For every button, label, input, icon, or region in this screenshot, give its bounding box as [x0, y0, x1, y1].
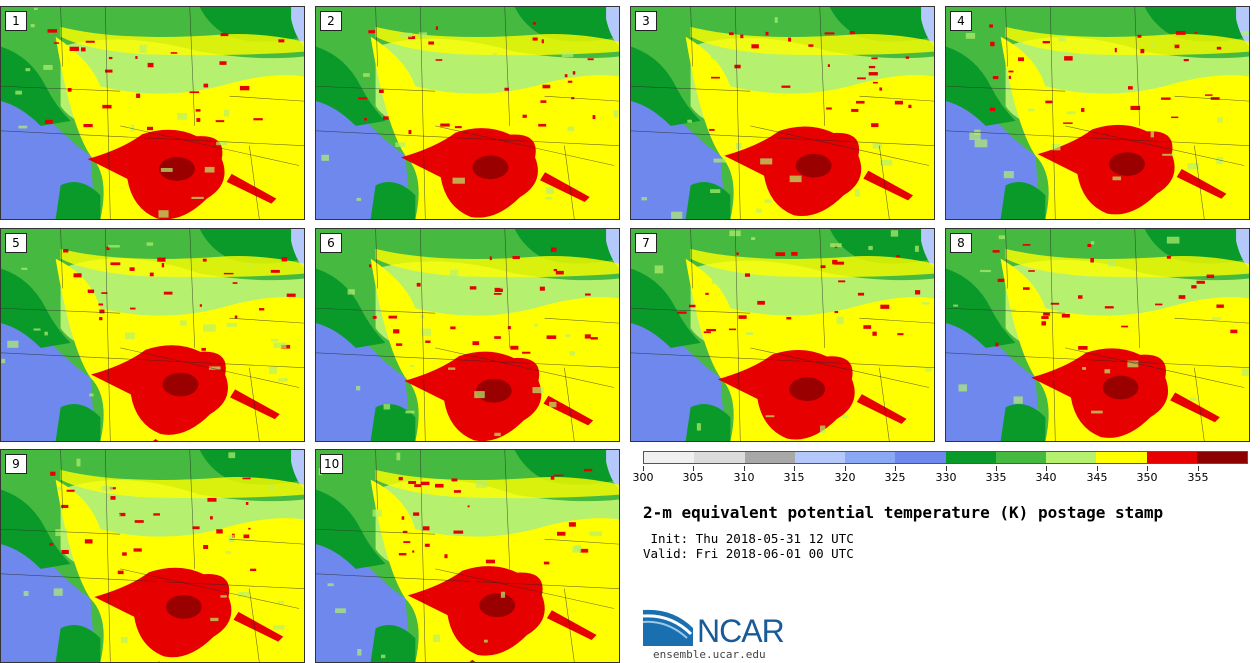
colorbar-tick-label: 330 — [935, 471, 957, 484]
colorbar-tick-label: 350 — [1136, 471, 1158, 484]
map-field — [1, 7, 304, 219]
colorbar-tick-label: 300 — [632, 471, 654, 484]
colorbar-tick — [895, 466, 896, 471]
colorbar-swatch — [945, 452, 996, 463]
colorbar-tick-label: 345 — [1086, 471, 1108, 484]
member-number-label: 8 — [950, 233, 972, 253]
colorbar-swatch — [794, 452, 845, 463]
colorbar-swatch — [1096, 452, 1147, 463]
colorbar-labels: 300 305 310 315 320 325 330 335 340 345 350 355 — [633, 471, 1248, 485]
colorbar-swatch — [644, 452, 695, 463]
colorbar-tick — [946, 466, 947, 471]
colorbar-ticks — [643, 466, 1248, 474]
site-url: ensemble.ucar.edu — [653, 648, 766, 661]
figure-title: 2-m equivalent potential temperature (K)… — [643, 503, 1164, 522]
colorbar-tick — [794, 466, 795, 471]
colorbar-swatch — [694, 452, 745, 463]
member-number-label: 1 — [5, 11, 27, 31]
member-panel-2: 2 — [315, 6, 620, 220]
member-panel-9: 9 — [0, 449, 305, 663]
member-number-label: 2 — [320, 11, 342, 31]
colorbar-swatch — [895, 452, 946, 463]
member-number-label: 6 — [320, 233, 342, 253]
member-panel-10: 10 — [315, 449, 620, 663]
map-field — [946, 229, 1249, 441]
colorbar-tick — [1198, 466, 1199, 471]
ncar-logo-icon — [643, 609, 693, 646]
map-field — [946, 7, 1249, 219]
map-field — [631, 229, 934, 441]
member-panel-7: 7 — [630, 228, 935, 442]
colorbar-tick-label: 325 — [884, 471, 906, 484]
colorbar-tick — [996, 466, 997, 471]
colorbar-tick — [1147, 466, 1148, 471]
map-field — [1, 229, 304, 441]
logo-text: NCAR — [697, 613, 785, 649]
member-number-label: 7 — [635, 233, 657, 253]
colorbar-tick-label: 355 — [1187, 471, 1209, 484]
colorbar-tick — [1046, 466, 1047, 471]
colorbar-swatch — [995, 452, 1046, 463]
colorbar-tick — [643, 466, 644, 471]
colorbar-tick-label: 320 — [834, 471, 856, 484]
member-number-label: 9 — [5, 454, 27, 474]
colorbar-tick-label: 340 — [1035, 471, 1057, 484]
valid-time: Valid: Fri 2018-06-01 00 UTC — [643, 546, 854, 561]
colorbar — [643, 451, 1248, 464]
colorbar-tick — [744, 466, 745, 471]
map-field — [316, 229, 619, 441]
member-panel-3: 3 — [630, 6, 935, 220]
map-field — [1, 450, 304, 662]
colorbar-tick-label: 305 — [682, 471, 704, 484]
colorbar-tick — [1097, 466, 1098, 471]
colorbar-swatch — [1046, 452, 1097, 463]
colorbar-tick-label: 310 — [733, 471, 755, 484]
colorbar-tick-label: 335 — [985, 471, 1007, 484]
member-number-label: 10 — [320, 454, 344, 474]
colorbar-tick-label: 315 — [783, 471, 805, 484]
map-field — [316, 7, 619, 219]
member-panel-6: 6 — [315, 228, 620, 442]
colorbar-swatch — [845, 452, 896, 463]
member-panel-4: 4 — [945, 6, 1250, 220]
map-field — [631, 7, 934, 219]
colorbar-tick — [693, 466, 694, 471]
member-panel-1: 1 — [0, 6, 305, 220]
member-number-label: 4 — [950, 11, 972, 31]
map-field — [316, 450, 619, 662]
init-time: Init: Thu 2018-05-31 12 UTC — [643, 531, 854, 546]
colorbar-swatch — [744, 452, 795, 463]
member-panel-8: 8 — [945, 228, 1250, 442]
member-number-label: 3 — [635, 11, 657, 31]
member-panel-5: 5 — [0, 228, 305, 442]
member-number-label: 5 — [5, 233, 27, 253]
colorbar-tick — [845, 466, 846, 471]
colorbar-swatch — [1196, 452, 1247, 463]
colorbar-swatch — [1146, 452, 1197, 463]
